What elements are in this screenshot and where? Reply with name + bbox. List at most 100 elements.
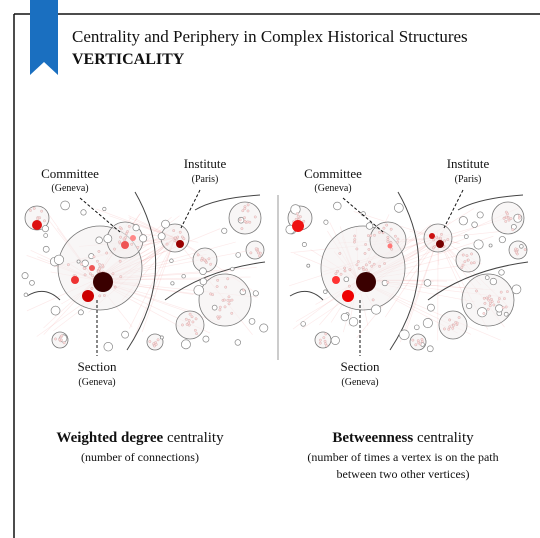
node xyxy=(476,211,484,219)
node xyxy=(96,259,99,263)
node xyxy=(368,260,372,264)
node xyxy=(248,318,256,325)
label: Section xyxy=(78,359,117,374)
node xyxy=(243,216,246,220)
node xyxy=(102,206,107,212)
node xyxy=(364,263,368,267)
node xyxy=(355,247,359,251)
node xyxy=(43,219,46,223)
node xyxy=(195,332,198,336)
node xyxy=(369,234,373,238)
node xyxy=(256,251,260,255)
node xyxy=(113,247,116,251)
node xyxy=(497,300,500,304)
node xyxy=(306,263,311,268)
node xyxy=(396,237,400,241)
node xyxy=(301,242,307,248)
highlight-node xyxy=(292,220,304,232)
node xyxy=(365,268,368,272)
node xyxy=(452,323,456,327)
node xyxy=(366,234,370,238)
node xyxy=(460,266,464,269)
node xyxy=(302,219,306,223)
node xyxy=(295,212,299,216)
node xyxy=(188,312,192,316)
label: (Geneva) xyxy=(51,183,88,194)
node xyxy=(504,219,508,223)
node xyxy=(470,252,473,256)
caption-bold: Betweenness xyxy=(332,430,413,446)
arc xyxy=(289,290,324,301)
edge xyxy=(384,237,439,318)
caption: Weighted degree centrality xyxy=(56,430,224,446)
node xyxy=(98,262,101,266)
label: Committee xyxy=(304,166,362,181)
node xyxy=(347,284,351,288)
pointer xyxy=(79,197,121,233)
node xyxy=(92,255,96,259)
node xyxy=(378,230,381,234)
node xyxy=(193,328,197,332)
node xyxy=(207,257,211,261)
label: (Geneva) xyxy=(78,377,115,388)
node xyxy=(514,247,518,251)
node xyxy=(243,207,247,211)
node xyxy=(157,232,166,241)
highlight-node xyxy=(121,241,129,249)
label: Institute xyxy=(447,156,490,171)
node xyxy=(230,266,235,272)
node xyxy=(119,235,122,239)
node xyxy=(427,303,435,312)
node xyxy=(501,306,505,310)
node xyxy=(216,278,220,282)
node xyxy=(36,217,40,221)
node xyxy=(353,240,356,244)
node xyxy=(253,215,257,219)
node xyxy=(502,216,506,220)
node xyxy=(246,209,250,213)
node xyxy=(489,277,498,286)
node xyxy=(190,315,194,319)
node xyxy=(161,219,170,229)
node xyxy=(234,339,242,346)
arc xyxy=(194,194,261,211)
node xyxy=(224,285,228,289)
node xyxy=(318,341,322,345)
node xyxy=(503,311,509,317)
arc xyxy=(126,191,157,351)
edge xyxy=(129,237,176,329)
caption-note: (number of connections) xyxy=(81,450,199,464)
node xyxy=(238,218,242,222)
node xyxy=(484,275,490,280)
highlight-node xyxy=(176,240,184,248)
node xyxy=(488,243,493,248)
node xyxy=(399,329,410,341)
node xyxy=(443,239,447,243)
node xyxy=(416,339,420,343)
node xyxy=(300,321,306,327)
node xyxy=(299,215,302,219)
node xyxy=(489,297,493,301)
node xyxy=(98,294,102,298)
highlight-node xyxy=(130,235,136,241)
node xyxy=(372,262,376,266)
node xyxy=(243,219,247,223)
node xyxy=(365,222,374,230)
node xyxy=(477,307,488,318)
node xyxy=(215,285,219,288)
node xyxy=(226,298,230,302)
node xyxy=(420,340,424,343)
node xyxy=(95,236,103,244)
node xyxy=(458,216,468,226)
node xyxy=(361,266,365,269)
node xyxy=(226,277,230,281)
node xyxy=(182,237,186,241)
node xyxy=(80,262,83,266)
node xyxy=(451,326,455,330)
node xyxy=(389,227,393,231)
node xyxy=(492,303,496,307)
node xyxy=(172,229,176,232)
node xyxy=(488,294,492,298)
node xyxy=(258,254,261,258)
node xyxy=(227,302,231,306)
